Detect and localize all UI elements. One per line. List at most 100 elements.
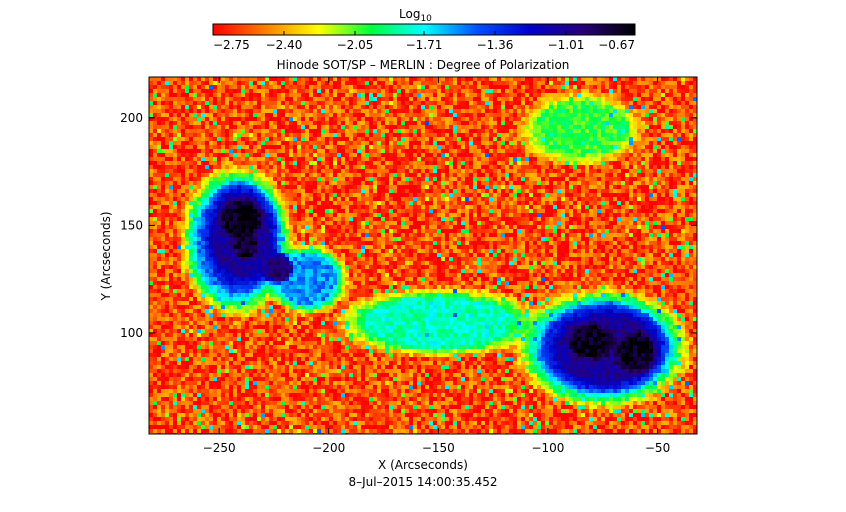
heatmap-cell [557,121,561,125]
heatmap-cell [533,197,537,201]
heatmap-cell [273,193,277,197]
heatmap-cell [221,149,225,153]
heatmap-cell [373,153,377,157]
heatmap-cell [597,201,601,205]
heatmap-cell [545,133,549,137]
heatmap-cell [497,149,501,153]
heatmap-cell [493,77,497,81]
heatmap-cell [405,133,409,137]
heatmap-cell [505,109,509,113]
heatmap-cell [293,137,297,141]
heatmap-cell [165,153,169,157]
heatmap-cell [345,165,349,169]
heatmap-cell [217,149,221,153]
heatmap-cell [409,129,413,133]
heatmap-cell [173,141,177,145]
heatmap-cell [389,113,393,117]
heatmap-cell [505,201,509,205]
heatmap-cell [661,209,665,213]
heatmap-cell [345,145,349,149]
heatmap-cell [333,169,337,173]
heatmap-cell [561,165,565,169]
heatmap-cell [397,213,401,217]
heatmap-cell [521,185,525,189]
heatmap-cell [561,217,565,221]
heatmap-cell [693,201,697,205]
heatmap-cell [673,101,677,105]
heatmap-cell [225,177,229,181]
heatmap-cell [173,177,177,181]
heatmap-cell [337,189,341,193]
heatmap-cell [481,149,485,153]
heatmap-cell [321,133,325,137]
heatmap-cell [189,101,193,105]
heatmap-cell [505,145,509,149]
heatmap-cell [281,173,285,177]
heatmap-cell [249,101,253,105]
heatmap-cell [565,105,569,109]
heatmap-cell [373,145,377,149]
heatmap-cell [529,93,533,97]
heatmap-cell [521,193,525,197]
heatmap-cell [549,209,553,213]
heatmap-cell [213,213,217,217]
heatmap-cell [189,161,193,165]
heatmap-cell [645,89,649,93]
heatmap-cell [445,93,449,97]
heatmap-cell [445,205,449,209]
heatmap-cell [633,109,637,113]
heatmap-cell [661,109,665,113]
heatmap-cell [293,93,297,97]
heatmap-cell [241,101,245,105]
heatmap-cell [669,105,673,109]
heatmap-cell [181,181,185,185]
heatmap-cell [477,125,481,129]
heatmap-cell [305,129,309,133]
heatmap-cell [533,125,537,129]
heatmap-cell [165,181,169,185]
heatmap-cell [337,85,341,89]
heatmap-cell [153,173,157,177]
heatmap-cell [353,161,357,165]
heatmap-cell [325,133,329,137]
heatmap-cell [197,141,201,145]
heatmap-cell [509,125,513,129]
heatmap-cell [677,113,681,117]
heatmap-cell [269,77,273,81]
heatmap-cell [329,105,333,109]
heatmap-cell [553,89,557,93]
heatmap-cell [677,161,681,165]
heatmap-cell [525,81,529,85]
heatmap-cell [521,205,525,209]
heatmap-cell [265,153,269,157]
heatmap-cell [397,141,401,145]
heatmap-cell [593,121,597,125]
heatmap-cell [457,85,461,89]
heatmap-cell [493,177,497,181]
heatmap-cell [553,97,557,101]
heatmap-cell [173,105,177,109]
heatmap-cell [665,101,669,105]
heatmap-cell [497,161,501,165]
heatmap-cell [669,153,673,157]
heatmap-cell [529,85,533,89]
heatmap-cell [577,85,581,89]
heatmap-cell [661,193,665,197]
heatmap-cell [677,117,681,121]
heatmap-cell [449,137,453,141]
heatmap-cell [673,177,677,181]
heatmap-cell [417,209,421,213]
heatmap-cell [625,89,629,93]
heatmap-cell [457,149,461,153]
heatmap-cell [625,185,629,189]
heatmap-cell [229,85,233,89]
heatmap-cell [561,173,565,177]
heatmap-cell [553,161,557,165]
heatmap-cell [357,217,361,221]
heatmap-cell [221,209,225,213]
heatmap-cell [201,149,205,153]
heatmap-cell [521,109,525,113]
heatmap-cell [321,89,325,93]
heatmap-cell [665,97,669,101]
heatmap-cell [365,201,369,205]
